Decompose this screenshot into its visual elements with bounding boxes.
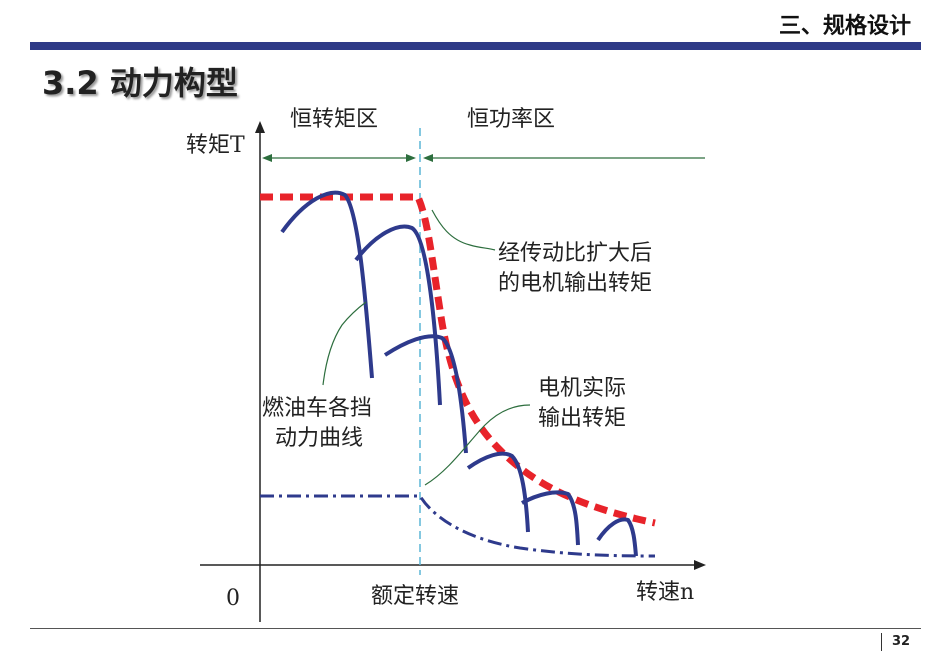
x-axis-arrow bbox=[694, 560, 706, 570]
rated-speed-label: 额定转速 bbox=[371, 584, 459, 609]
gear-curve-6 bbox=[596, 517, 638, 557]
gear-curve-3 bbox=[383, 334, 468, 454]
gear-curve-1 bbox=[280, 190, 374, 379]
page-number: 32 bbox=[892, 634, 911, 649]
arrowhead-left bbox=[262, 154, 272, 162]
leader-actual bbox=[424, 404, 531, 486]
leader-ice bbox=[322, 301, 367, 386]
callout-actual-line-1: 电机实际 bbox=[538, 376, 626, 401]
callout-actual-line-2: 输出转矩 bbox=[538, 406, 626, 431]
x-axis-label: 转速n bbox=[636, 580, 694, 605]
page-number-separator bbox=[881, 633, 882, 651]
gear-curve-4 bbox=[466, 451, 530, 533]
callout-ice-line-2: 动力曲线 bbox=[275, 426, 363, 451]
leader-amplified bbox=[431, 209, 496, 251]
arrowhead-mid-right bbox=[423, 154, 433, 162]
origin-label: 0 bbox=[226, 586, 240, 611]
callout-amplified-line-1: 经传动比扩大后 bbox=[498, 241, 652, 266]
y-axis-arrow bbox=[255, 121, 265, 133]
constant-torque-region-label: 恒转矩区 bbox=[290, 107, 378, 132]
actual-motor-torque-curve bbox=[260, 494, 656, 558]
header-rule bbox=[30, 42, 921, 50]
footer-rule bbox=[30, 628, 921, 629]
y-axis-label: 转矩T bbox=[186, 133, 245, 158]
callout-ice-line-1: 燃油车各挡 bbox=[262, 396, 372, 421]
gear-curve-2 bbox=[354, 224, 442, 406]
callout-amplified-line-2: 的电机输出转矩 bbox=[498, 271, 652, 296]
slide-title: 3.2 动力构型 bbox=[42, 64, 238, 102]
gear-curve-5 bbox=[521, 490, 580, 546]
section-title: 三、规格设计 bbox=[778, 14, 911, 39]
constant-power-region-label: 恒功率区 bbox=[467, 107, 555, 132]
arrowhead-mid-left bbox=[406, 154, 416, 162]
